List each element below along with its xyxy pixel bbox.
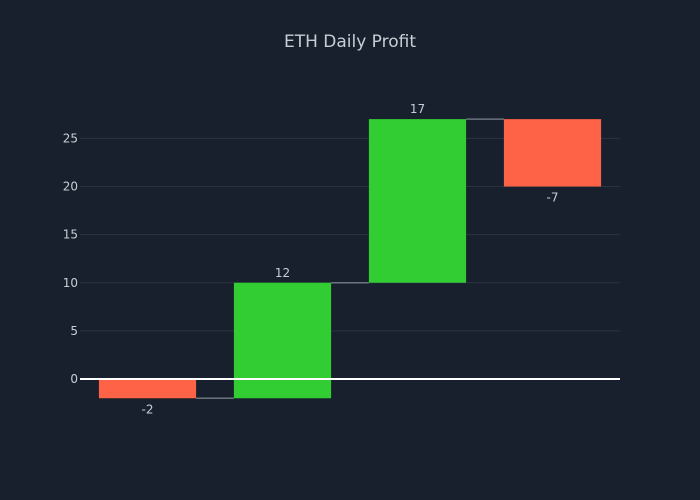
y-tick-label: 20: [63, 180, 78, 194]
y-tick-label: 5: [70, 324, 78, 338]
connector-layer: [196, 118, 504, 399]
increase-bar: [368, 119, 467, 283]
decrease-bar: [98, 379, 197, 399]
decrease-bar: [503, 119, 602, 187]
data-label: -7: [547, 191, 559, 205]
data-label: 17: [410, 102, 425, 116]
y-tick-label: 25: [63, 131, 78, 145]
y-tick-label: 15: [63, 228, 78, 242]
data-label: 12: [275, 266, 290, 280]
y-axis: 0 5 10 15 20 25: [63, 131, 620, 386]
bar-layer: [98, 119, 602, 399]
y-tick-label: 10: [63, 276, 78, 290]
chart-title: ETH Daily Profit: [283, 32, 417, 52]
data-label-layer: -2 12 17 -7: [142, 102, 559, 416]
data-label: -2: [142, 402, 154, 416]
increase-bar: [233, 282, 332, 399]
y-tick-label: 0: [70, 372, 78, 386]
